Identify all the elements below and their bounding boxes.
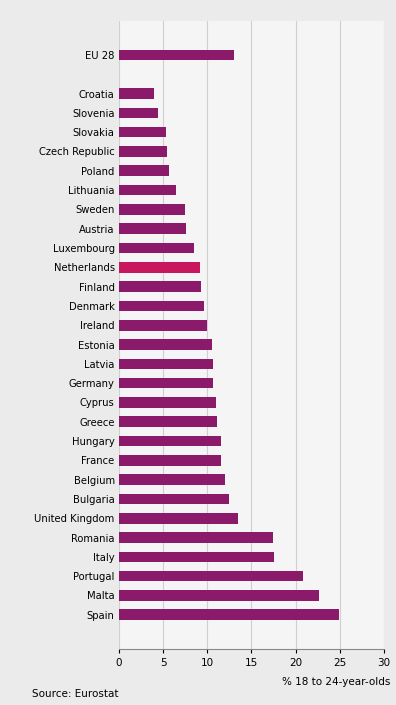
Bar [119, 49, 234, 61]
Bar [119, 551, 274, 562]
Bar [119, 108, 158, 118]
Bar [119, 185, 176, 195]
Bar [119, 493, 229, 504]
Bar [119, 359, 213, 369]
Bar [119, 281, 201, 292]
Bar [119, 146, 168, 157]
Bar [119, 590, 319, 601]
Bar [119, 436, 221, 446]
Bar [119, 474, 225, 485]
Bar [119, 339, 211, 350]
Bar [119, 204, 185, 215]
Bar [119, 223, 186, 234]
Bar [119, 320, 207, 331]
Bar [119, 243, 194, 253]
Bar [119, 300, 204, 311]
X-axis label: % 18 to 24-year-olds: % 18 to 24-year-olds [282, 677, 390, 687]
Bar [119, 262, 200, 273]
Bar [119, 378, 213, 388]
Bar [119, 166, 169, 176]
Text: Source: Eurostat: Source: Eurostat [32, 689, 118, 699]
Bar [119, 571, 303, 582]
Bar [119, 417, 217, 427]
Bar [119, 455, 221, 466]
Bar [119, 397, 216, 407]
Bar [119, 127, 166, 137]
Bar [119, 513, 238, 524]
Bar [119, 609, 339, 620]
Bar [119, 88, 154, 99]
Bar [119, 532, 273, 543]
